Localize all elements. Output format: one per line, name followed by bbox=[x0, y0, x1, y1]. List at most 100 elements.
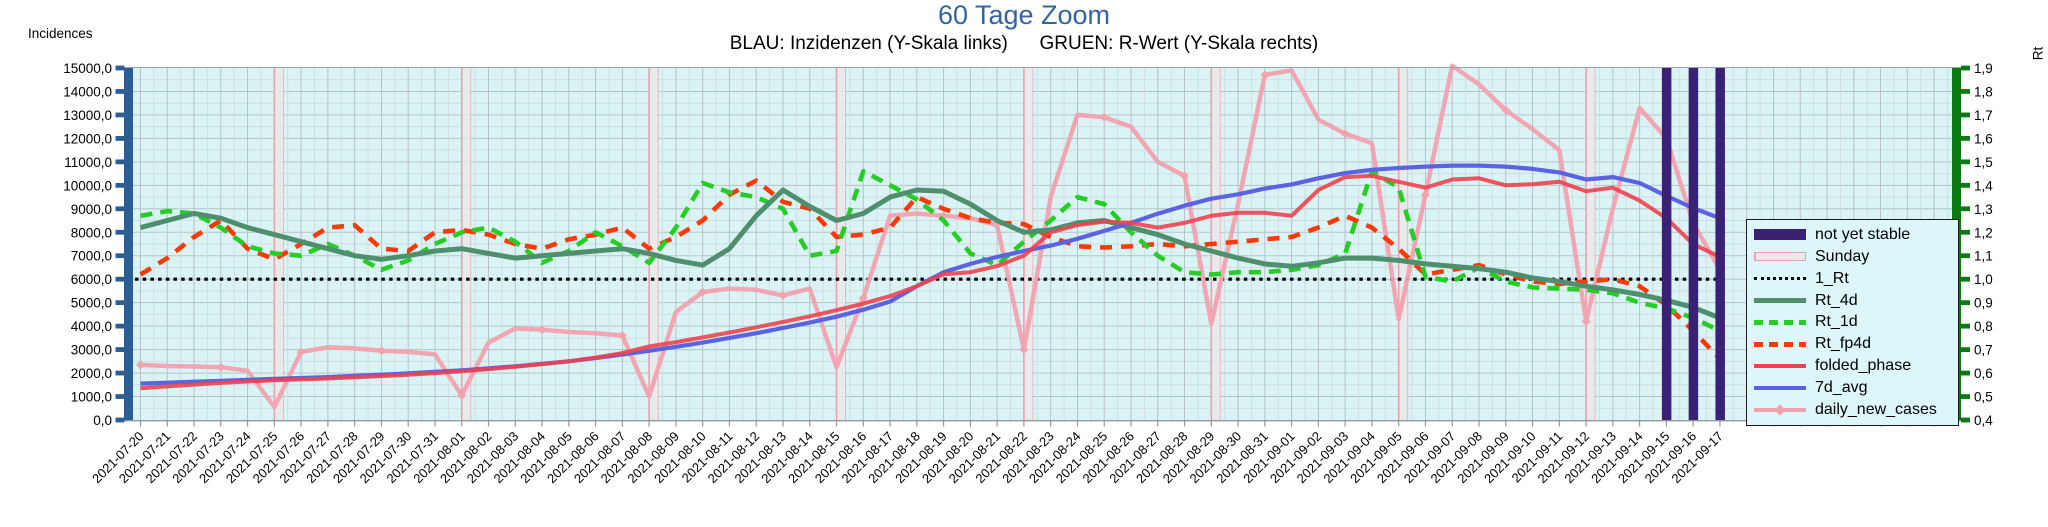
sunday-band bbox=[461, 68, 471, 420]
y-right-tick-label: 1,2 bbox=[1974, 225, 1993, 240]
daily-new-cases-marker bbox=[617, 331, 627, 341]
daily-new-cases-marker bbox=[1581, 316, 1591, 326]
y-right-tick-label: 1,6 bbox=[1974, 131, 1993, 146]
daily-new-cases-marker bbox=[1501, 105, 1511, 115]
legend-item: daily_new_cases bbox=[1754, 400, 1951, 420]
sunday-band bbox=[1398, 68, 1408, 420]
legend-sample-shape bbox=[1754, 386, 1806, 391]
chart-title: 60 Tage Zoom bbox=[937, 0, 1111, 30]
y-left-tick-label: 9000,0 bbox=[71, 202, 112, 217]
right-axis-tick bbox=[1961, 347, 1970, 352]
legend-sample-shape bbox=[1754, 298, 1806, 304]
sunday-band bbox=[274, 68, 284, 420]
y-right-tick-label: 0,9 bbox=[1974, 296, 1993, 311]
right-axis-tick bbox=[1961, 182, 1970, 188]
legend-sample-bar-icon bbox=[1754, 228, 1806, 242]
left-axis-tick bbox=[115, 253, 125, 259]
right-axis-tick bbox=[1961, 229, 1970, 235]
y-right-tick-label: 1,8 bbox=[1974, 84, 1993, 99]
chart-subtitle: BLAU: Inzidenzen (Y-Skala links) GRUEN: … bbox=[729, 33, 1319, 54]
y-left-tick-label: 11000,0 bbox=[64, 155, 112, 170]
left-axis-tick bbox=[115, 65, 125, 71]
legend-item-label: folded_phase bbox=[1815, 357, 1912, 375]
sunday-band bbox=[836, 68, 846, 420]
legend-sample-dashed-icon bbox=[1754, 315, 1806, 329]
y-left-tick-label: 7000,0 bbox=[71, 249, 112, 264]
legend-sample-dashed-icon bbox=[1754, 337, 1806, 351]
y-left-tick-label: 15000,0 bbox=[63, 61, 112, 76]
sunday-band bbox=[1023, 68, 1033, 420]
legend-item-label: 1_Rt bbox=[1815, 269, 1849, 287]
legend-item: Rt_1d bbox=[1754, 312, 1951, 332]
right-axis-tick bbox=[1961, 206, 1970, 212]
left-axis-tick bbox=[115, 300, 125, 306]
y-left-tick-label: 6000,0 bbox=[71, 272, 112, 287]
left-axis-tick bbox=[115, 276, 125, 282]
legend-sample-shape bbox=[1754, 319, 1806, 325]
right-axis-tick bbox=[1961, 394, 1970, 399]
legend-item-label: Rt_4d bbox=[1815, 291, 1858, 309]
legend-box: not yet stable Sunday 1_Rt Rt_4d Rt_1d Rt_fp4… bbox=[1746, 219, 1959, 426]
daily-new-cases-marker bbox=[296, 347, 306, 357]
legend-sample-shape bbox=[1754, 229, 1806, 241]
y-left-tick-label: 3000,0 bbox=[71, 343, 112, 358]
left-axis-tick bbox=[115, 89, 125, 94]
left-axis-tick bbox=[115, 417, 125, 423]
series-folded-phase-line bbox=[140, 173, 1721, 391]
y-right-tick-label: 0,8 bbox=[1974, 319, 1993, 334]
left-axis-tick bbox=[115, 112, 125, 118]
legend-item-label: daily_new_cases bbox=[1815, 400, 1937, 418]
sunday-band bbox=[649, 68, 659, 420]
right-axis-tick bbox=[1961, 253, 1970, 259]
legend-item: not yet stable bbox=[1754, 225, 1951, 245]
y-right-tick-label: 0,7 bbox=[1974, 343, 1993, 358]
y-right-tick-label: 1,0 bbox=[1974, 272, 1993, 287]
right-axis-tick bbox=[1961, 89, 1970, 94]
daily-new-cases-marker bbox=[778, 291, 788, 301]
left-axis-tick bbox=[115, 394, 125, 399]
right-axis-tick bbox=[1961, 276, 1970, 282]
y-left-tick-label: 1000,0 bbox=[71, 390, 112, 405]
series-daily-new-cases-line bbox=[140, 63, 1722, 410]
legend-sample-shape bbox=[1754, 277, 1806, 281]
left-axis-tick bbox=[115, 229, 125, 235]
daily-new-cases-marker bbox=[376, 346, 386, 356]
right-axis-tick bbox=[1961, 159, 1970, 165]
y-right-tick-label: 1,9 bbox=[1974, 61, 1993, 76]
legend-sample-solid-icon bbox=[1754, 294, 1806, 308]
legend-item: 1_Rt bbox=[1754, 269, 1951, 289]
legend-diamond-marker-icon bbox=[1774, 404, 1786, 416]
left-axis-tick bbox=[115, 159, 125, 165]
daily-new-cases-marker bbox=[457, 390, 467, 400]
legend-item: Rt_4d bbox=[1754, 291, 1951, 311]
legend-sample-band-icon bbox=[1754, 250, 1806, 264]
y-left-tick-label: 14000,0 bbox=[63, 84, 112, 99]
legend-item-label: 7d_avg bbox=[1815, 379, 1868, 397]
daily-new-cases-marker bbox=[1019, 345, 1029, 355]
daily-new-cases-marker bbox=[858, 293, 868, 303]
legend-sample-dotted-icon bbox=[1754, 272, 1806, 286]
y-left-tick-label: 0,0 bbox=[93, 413, 112, 428]
y-right-tick-label: 1,3 bbox=[1974, 202, 1993, 217]
left-axis-title: Incidences bbox=[28, 26, 93, 41]
legend-sample-shape bbox=[1754, 364, 1806, 369]
legend-sample-solid-icon bbox=[1754, 359, 1806, 373]
daily-new-cases-marker bbox=[136, 360, 145, 370]
y-left-tick-label: 10000,0 bbox=[63, 178, 112, 193]
right-axis-tick bbox=[1961, 300, 1970, 306]
right-axis-tick bbox=[1961, 65, 1970, 71]
legend-sample-marker-icon bbox=[1754, 403, 1806, 417]
not-yet-stable-bar bbox=[1715, 68, 1725, 420]
legend-item: Rt_fp4d bbox=[1754, 334, 1951, 354]
y-right-tick-label: 0,4 bbox=[1974, 413, 1993, 428]
left-axis-tick bbox=[115, 347, 125, 352]
y-right-tick-label: 1,7 bbox=[1974, 108, 1993, 123]
right-axis-tick bbox=[1961, 323, 1970, 329]
right-axis-tick bbox=[1961, 370, 1970, 376]
left-axis-tick bbox=[115, 206, 125, 212]
y-left-tick-label: 4000,0 bbox=[71, 319, 112, 334]
sunday-band bbox=[1586, 68, 1596, 420]
y-right-tick-label: 0,6 bbox=[1974, 366, 1993, 381]
